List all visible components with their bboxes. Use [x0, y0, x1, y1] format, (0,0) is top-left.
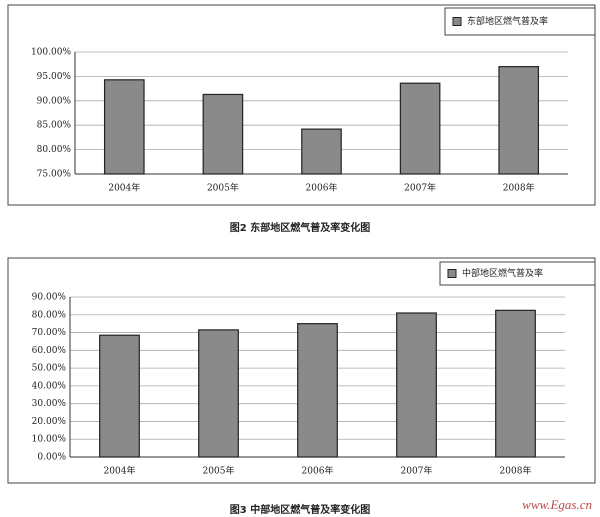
- bar: [495, 309, 536, 458]
- legend-label: 东部地区燃气普及率: [467, 15, 548, 27]
- x-tick-label: 2004年: [104, 465, 136, 477]
- bar: [396, 312, 437, 458]
- bar: [399, 82, 441, 175]
- legend-box: [444, 7, 596, 36]
- bar: [498, 66, 540, 175]
- y-tick-label: 0.00%: [37, 453, 66, 463]
- y-tick-label: 50.00%: [32, 364, 67, 374]
- legend-swatch: [447, 269, 457, 278]
- legend-box: [439, 261, 596, 286]
- bar: [301, 128, 342, 175]
- legend-label: 中部地区燃气普及率: [462, 267, 543, 279]
- y-tick-label: 100.00%: [31, 48, 71, 58]
- x-tick-label: 2006年: [306, 182, 338, 194]
- watermark: www.Egas.cn: [522, 497, 592, 512]
- y-tick-label: 85.00%: [37, 121, 72, 131]
- bar: [198, 329, 239, 458]
- chart-frame: [7, 4, 596, 206]
- y-tick-label: 60.00%: [32, 346, 67, 356]
- x-tick-label: 2006年: [302, 465, 334, 477]
- y-tick-label: 30.00%: [32, 399, 67, 409]
- y-tick-label: 70.00%: [32, 328, 67, 338]
- y-tick-label: 90.00%: [32, 293, 67, 303]
- x-tick-label: 2007年: [401, 465, 433, 477]
- x-tick-label: 2008年: [503, 182, 535, 194]
- y-tick-label: 75.00%: [37, 170, 72, 180]
- y-tick-label: 10.00%: [32, 435, 67, 445]
- x-tick-label: 2004年: [108, 182, 140, 194]
- y-tick-label: 80.00%: [37, 145, 72, 155]
- legend-swatch: [452, 17, 462, 26]
- x-tick-label: 2005年: [207, 182, 239, 194]
- bar: [99, 334, 140, 458]
- chart-frame: [7, 257, 596, 484]
- y-tick-label: 40.00%: [32, 381, 67, 391]
- y-tick-label: 95.00%: [37, 72, 72, 82]
- bar: [202, 93, 244, 175]
- x-tick-label: 2007年: [404, 182, 436, 194]
- chart-caption: 图2 东部地区燃气普及率变化图: [230, 221, 370, 234]
- bar: [103, 79, 145, 175]
- x-tick-label: 2005年: [203, 465, 235, 477]
- y-tick-label: 80.00%: [32, 310, 67, 320]
- chart-caption: 图3 中部地区燃气普及率变化图: [230, 503, 370, 516]
- bar: [297, 323, 338, 458]
- y-tick-label: 20.00%: [32, 417, 67, 427]
- x-tick-label: 2008年: [500, 465, 532, 477]
- y-tick-label: 90.00%: [37, 96, 72, 106]
